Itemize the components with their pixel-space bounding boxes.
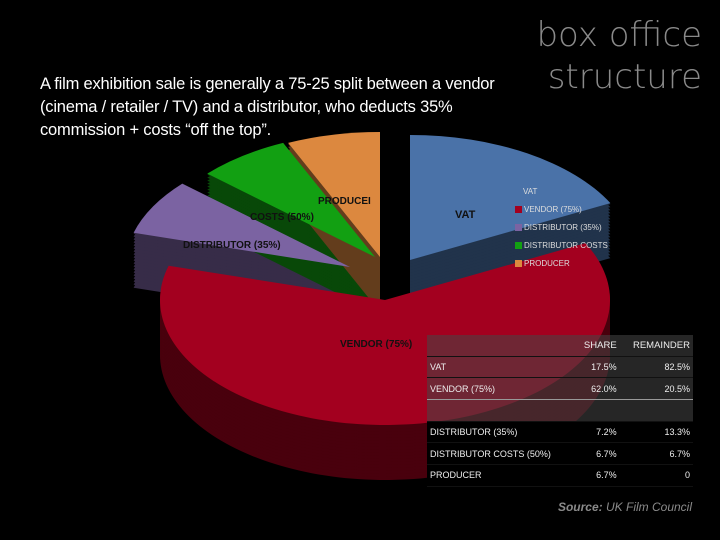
table-row: PRODUCER 6.7% 0	[427, 464, 693, 487]
table-header	[427, 335, 575, 357]
legend-item-distributor: DISTRIBUTOR (35%)	[515, 218, 608, 236]
table-cell: DISTRIBUTOR (35%)	[427, 421, 575, 444]
table-cell: 0	[619, 464, 693, 487]
table-header: SHARE	[574, 335, 620, 357]
table-cell: 13.3%	[619, 421, 693, 444]
intro-text: A film exhibition sale is generally a 75…	[40, 75, 495, 139]
legend-label: DISTRIBUTOR COSTS	[524, 240, 608, 250]
pie-label-vat: VAT	[455, 209, 476, 221]
legend-item-costs: DISTRIBUTOR COSTS	[515, 236, 608, 254]
table-cell	[427, 399, 575, 422]
table-cell: 17.5%	[574, 356, 620, 379]
pie-label-distributor: DISTRIBUTOR (35%)	[183, 240, 281, 251]
source-text: UK Film Council	[605, 500, 692, 514]
table-cell: 62.0%	[574, 377, 620, 401]
table-header: REMAINDER	[619, 335, 693, 357]
table-cell: DISTRIBUTOR COSTS (50%)	[427, 442, 575, 466]
legend-swatch	[515, 205, 522, 213]
title-line-2: structure	[547, 57, 702, 97]
table-header-row: SHARE REMAINDER	[427, 335, 693, 357]
legend-label: VENDOR (75%)	[524, 204, 582, 214]
table-cell: 6.7%	[574, 442, 620, 466]
table-row: DISTRIBUTOR COSTS (50%) 6.7% 6.7%	[427, 442, 693, 466]
title-line-1: box office	[536, 15, 702, 55]
pie-slice-vat	[410, 135, 611, 260]
slide-title: box office structure	[536, 14, 702, 98]
pie-slice-producer	[288, 132, 380, 257]
pie-label-costs: COSTS (50%)	[250, 212, 314, 223]
legend-label: PRODUCER	[524, 258, 570, 268]
legend-item-vendor: VENDOR (75%)	[515, 200, 608, 218]
table-cell: 20.5%	[619, 377, 693, 401]
pie-label-vendor: VENDOR (75%)	[340, 339, 413, 350]
table-cell: VENDOR (75%)	[427, 377, 575, 401]
share-table: SHARE REMAINDER VAT 17.5% 82.5% VENDOR (75…	[427, 335, 693, 487]
table-row: DISTRIBUTOR (35%) 7.2% 13.3%	[427, 421, 693, 444]
table-cell: PRODUCER	[427, 464, 575, 487]
pie-label-producer: PRODUCEI	[318, 196, 371, 207]
source-label: Source:	[557, 500, 603, 514]
table-cell: 6.7%	[574, 464, 620, 487]
table-row: VENDOR (75%) 62.0% 20.5%	[427, 377, 693, 401]
table-row: VAT 17.5% 82.5%	[427, 356, 693, 379]
source-note: Source: UK Film Council	[558, 500, 692, 514]
legend-label: DISTRIBUTOR (35%)	[524, 222, 602, 232]
chart-legend: VAT VENDOR (75%) DISTRIBUTOR (35%) DISTR…	[515, 182, 608, 272]
table-row	[427, 399, 693, 422]
legend-item-producer: PRODUCER	[515, 254, 608, 272]
legend-swatch	[515, 259, 522, 267]
table-cell: 6.7%	[619, 442, 693, 466]
legend-title: VAT	[523, 186, 538, 196]
table-cell	[619, 399, 693, 422]
table-cell: 82.5%	[619, 356, 693, 379]
table-cell: 7.2%	[574, 421, 620, 444]
pie-slice-distributor-costs	[207, 142, 375, 257]
legend-swatch	[515, 241, 522, 249]
table-cell: VAT	[427, 356, 575, 379]
pie-slice-distributor	[133, 183, 350, 267]
table-cell	[574, 399, 620, 422]
legend-swatch	[515, 223, 522, 231]
